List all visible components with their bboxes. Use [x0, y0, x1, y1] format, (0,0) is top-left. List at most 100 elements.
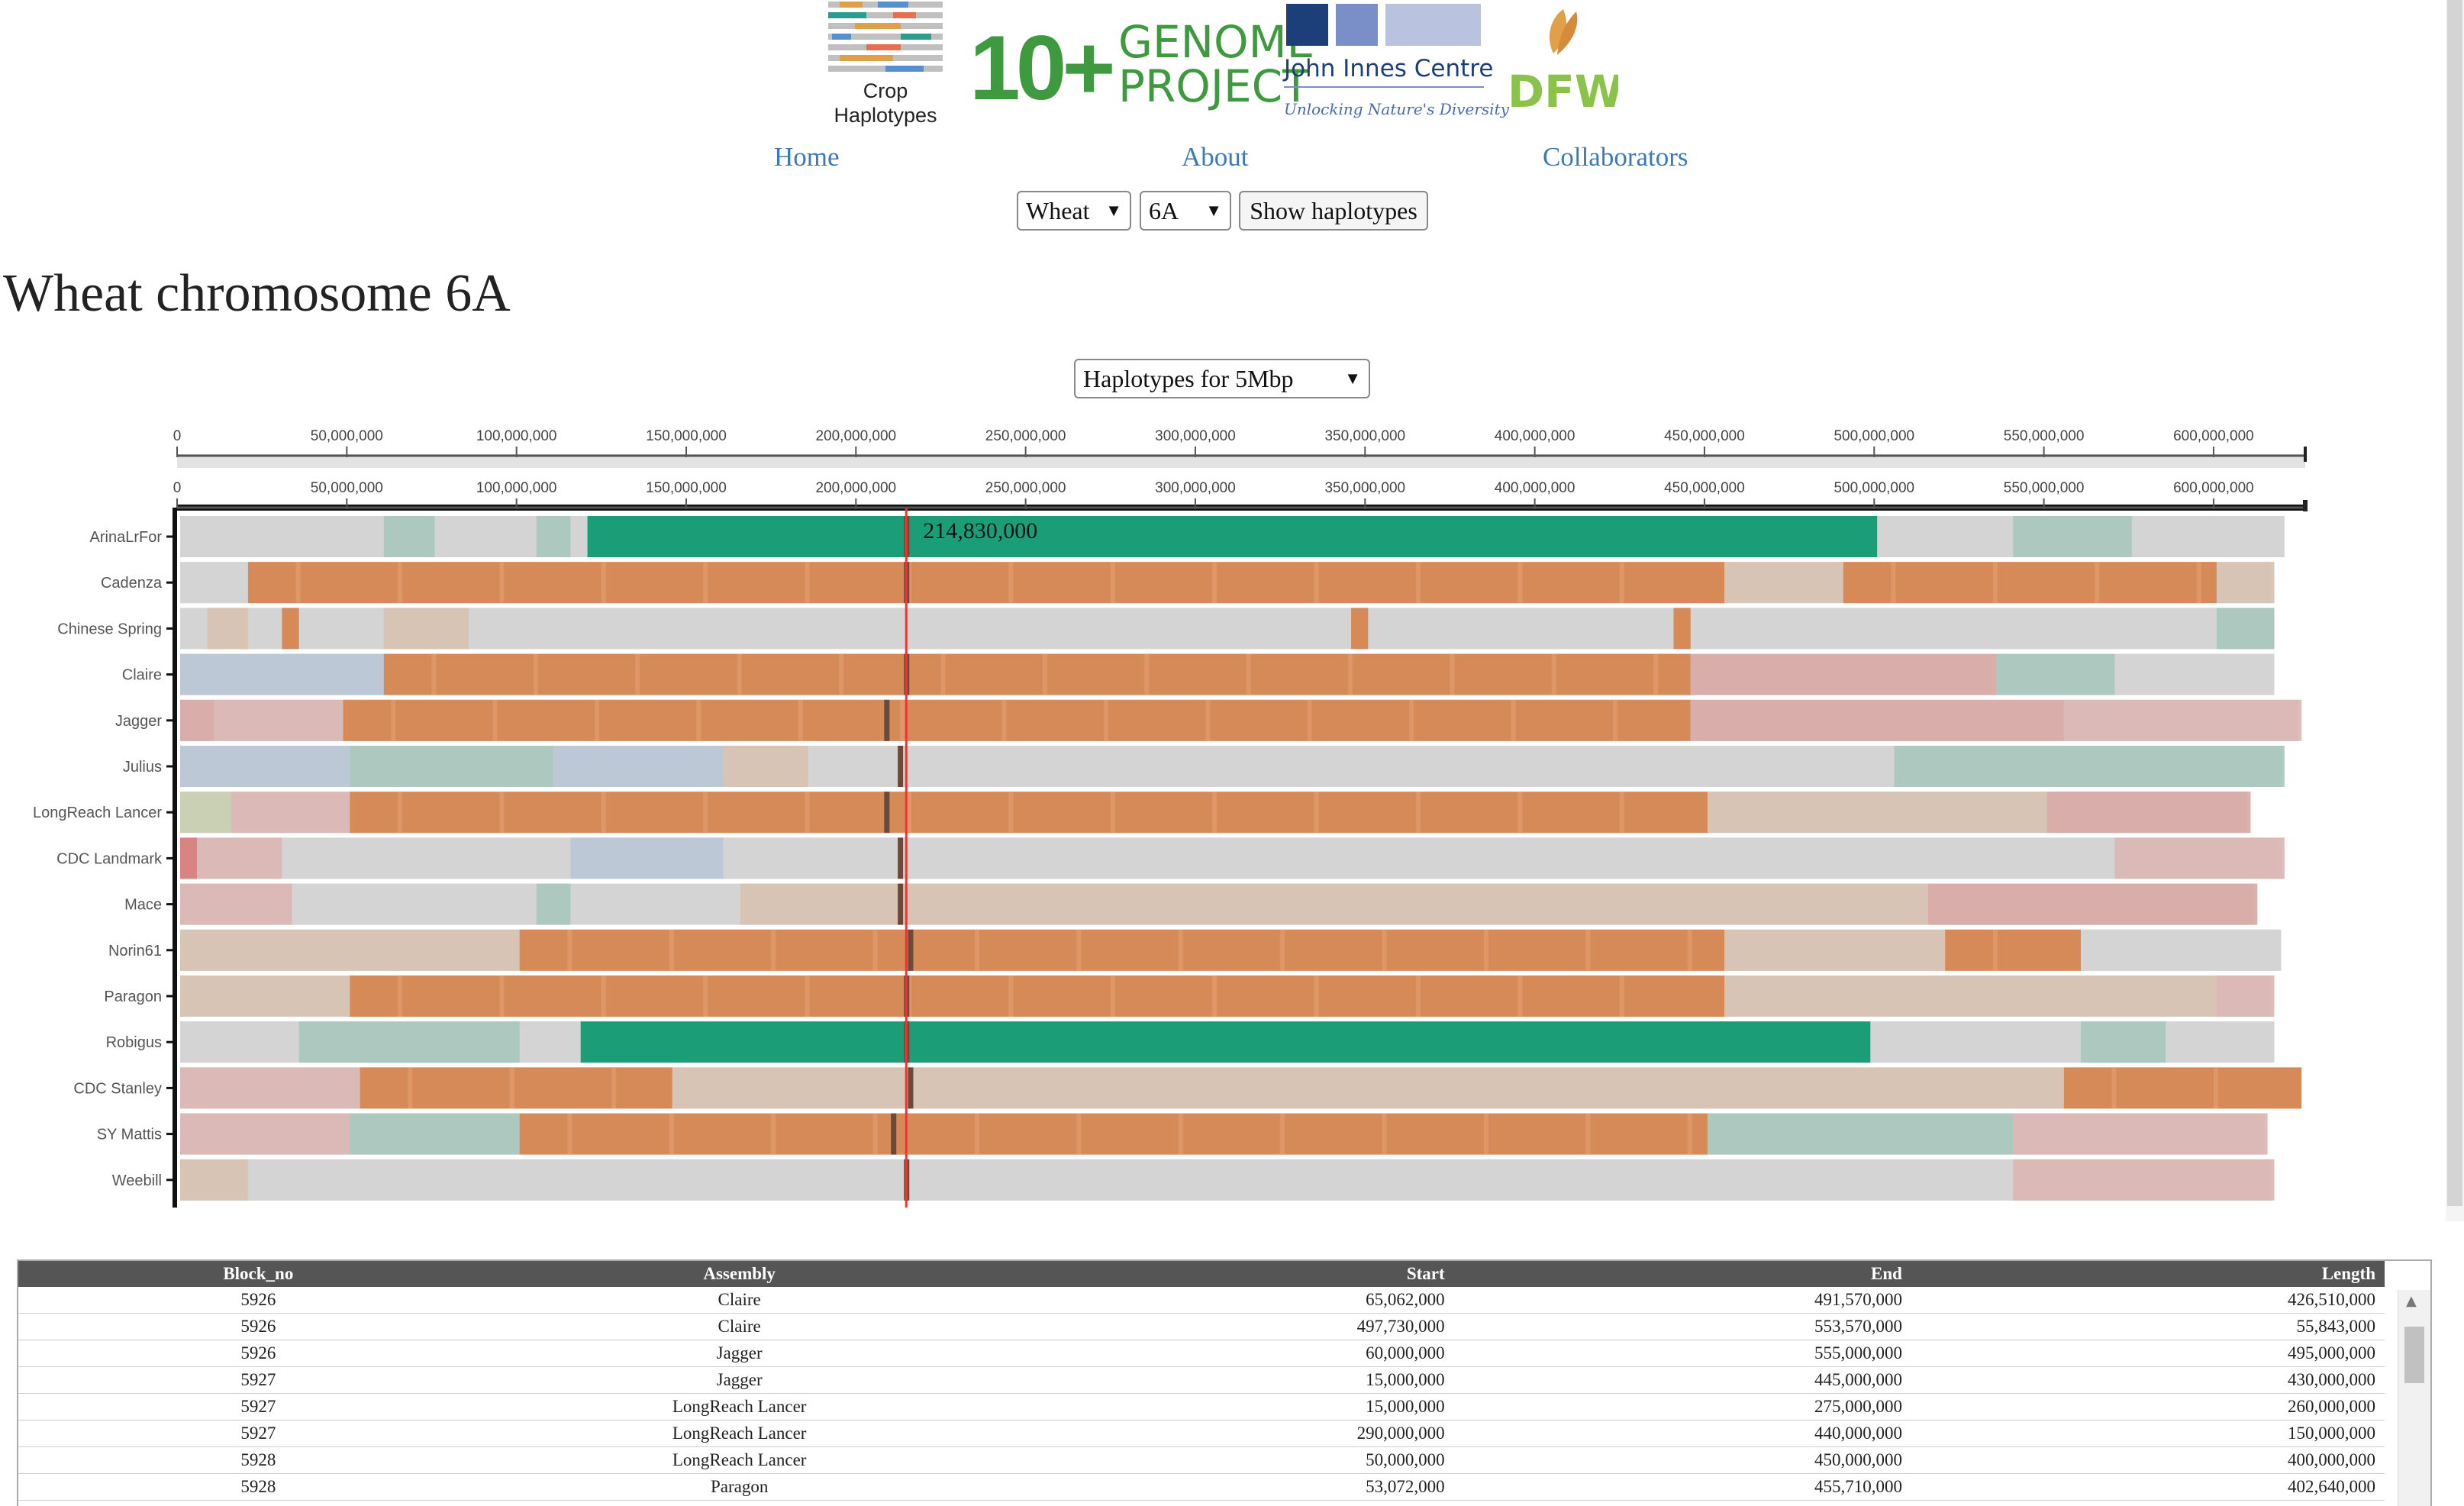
table-cell: 426,510,000	[1911, 1287, 2385, 1314]
table-scroll-thumb[interactable]	[2404, 1327, 2424, 1383]
window-size-select[interactable]: Haplotypes for 5Mbp ▼	[1074, 359, 1370, 398]
row-label: Robigus	[106, 1034, 162, 1051]
table-row[interactable]: 5927 Jagger 15,000,000 445,000,000 430,000,0…	[18, 1366, 2385, 1394]
table-cell: LongReach Lancer	[507, 1446, 981, 1474]
axis-tick-label: 200,000,000	[815, 480, 896, 496]
haplotype-block	[1724, 562, 1843, 604]
page-scroll-thumb[interactable]	[2447, 0, 2462, 1206]
show-haplotypes-button[interactable]: Show haplotypes	[1239, 191, 1428, 231]
haplotype-block	[180, 1067, 360, 1109]
row-label: Paragon	[104, 988, 162, 1005]
col-header-assembly[interactable]: Assembly	[507, 1261, 981, 1287]
haplotype-sub-block	[499, 562, 505, 604]
haplotype-block	[570, 837, 724, 879]
table-cell: 555,000,000	[1453, 1340, 1911, 1367]
table-cell: 430,000,000	[1911, 1366, 2385, 1394]
haplotype-chart[interactable]: 0 50,000,000 100,000,000 150,000,000 200,000…	[0, 0, 2464, 1244]
haplotype-sub-block	[601, 976, 606, 1017]
haplotype-sub-block	[601, 792, 606, 834]
haplotype-block	[1945, 929, 2082, 971]
haplotype-sub-block	[669, 929, 674, 971]
haplotype-block	[536, 516, 571, 557]
nav-collaborators-link[interactable]: Collaborators	[1543, 142, 1688, 172]
haplotype-sub-block	[1517, 976, 1523, 1017]
row-label: Claire	[122, 667, 162, 684]
haplotype-block	[553, 746, 724, 787]
chromosome-select[interactable]: 6A ▼	[1140, 191, 1231, 231]
haplotype-sub-block	[295, 562, 301, 604]
axis-tick-label: 300,000,000	[1155, 428, 1236, 444]
haplotype-sub-block	[805, 562, 810, 604]
table-cell: 15,000,000	[980, 1393, 1454, 1421]
haplotype-sub-block	[839, 653, 844, 695]
haplotype-sub-block	[1382, 1113, 1387, 1155]
page-title: Wheat chromosome 6A	[3, 264, 511, 323]
block-marker	[898, 883, 904, 925]
position-cursor-label: 214,830,000	[923, 518, 1037, 543]
haplotype-sub-block	[567, 929, 572, 971]
species-select[interactable]: Wheat ▼	[1017, 191, 1131, 231]
col-header-block-no[interactable]: Block_no	[18, 1261, 508, 1287]
table-row[interactable]: 5926 Jagger 60,000,000 555,000,000 495,000,0…	[18, 1340, 2385, 1367]
table-row[interactable]: 5927 LongReach Lancer 290,000,000 440,000,0…	[18, 1420, 2385, 1447]
dfw-logo: DFW	[1508, 9, 1618, 118]
haplotype-block	[180, 562, 248, 604]
crop-logo-line2: Haplotypes	[834, 104, 937, 127]
nav-about-link[interactable]: About	[1182, 142, 1249, 172]
haplotype-block	[180, 608, 2275, 650]
scroll-up-icon[interactable]: ▲	[2406, 1293, 2417, 1309]
haplotype-block	[1690, 653, 1996, 695]
table-row[interactable]: 5926 Claire 65,062,000 491,570,000 426,510,0…	[18, 1287, 2385, 1314]
table-cell: 402,640,000	[1911, 1473, 2385, 1501]
ten-plus-genome-logo: 10+ GENOME PROJECT	[969, 16, 1314, 119]
haplotype-block	[587, 516, 1878, 557]
haplotype-block	[1927, 883, 2258, 925]
haplotype-block	[350, 746, 554, 787]
block-table-container[interactable]: Block_no Assembly Start End Length 5926 C…	[17, 1259, 2432, 1506]
haplotype-sub-block	[2111, 1067, 2117, 1109]
haplotype-sub-block	[737, 653, 742, 695]
table-row[interactable]: 5928 Paragon 53,072,000 455,710,000 402,640,…	[18, 1473, 2385, 1501]
haplotype-sub-block	[805, 976, 810, 1017]
page-scrollbar[interactable]	[2446, 0, 2464, 1221]
genome-logo-line1: GENOME	[1118, 16, 1314, 68]
logo-bar: Crop Haplotypes 10+ GENOME PROJECT John …	[828, 2, 1618, 127]
haplotype-sub-block	[499, 976, 505, 1017]
haplotype-block	[672, 1067, 2064, 1109]
block-marker	[898, 746, 904, 787]
haplotype-block	[292, 883, 537, 925]
haplotype-block	[383, 653, 1691, 695]
haplotype-sub-block	[1314, 792, 1319, 834]
row-label: CDC Stanley	[73, 1080, 162, 1097]
haplotype-block	[360, 1067, 672, 1109]
haplotype-sub-block	[1178, 929, 1183, 971]
table-cell: 150,000,000	[1911, 1420, 2385, 1447]
col-header-end[interactable]: End	[1453, 1261, 1911, 1287]
haplotype-sub-block	[1415, 792, 1421, 834]
haplotype-block	[1724, 929, 1946, 971]
haplotype-sub-block	[907, 792, 912, 834]
haplotype-sub-block	[900, 699, 905, 741]
col-header-length[interactable]: Length	[1911, 1261, 2385, 1287]
block-marker	[884, 699, 890, 741]
table-cell: Jagger	[507, 1366, 981, 1394]
nav-home-link[interactable]: Home	[774, 142, 840, 172]
col-header-start[interactable]: Start	[980, 1261, 1454, 1287]
axis-tick-label: 150,000,000	[646, 480, 727, 496]
haplotype-block	[2081, 1021, 2166, 1063]
table-row[interactable]: 5926 Claire 497,730,000 553,570,000 55,843,0…	[18, 1313, 2385, 1340]
haplotype-block	[1724, 976, 2217, 1017]
haplotype-block	[350, 792, 1708, 834]
haplotype-sub-block	[1076, 929, 1082, 971]
axis-tick-label: 200,000,000	[815, 428, 896, 444]
haplotype-block	[1707, 1113, 2014, 1155]
haplotype-sub-block	[1585, 929, 1591, 971]
haplotype-sub-block	[1517, 792, 1523, 834]
table-row[interactable]: 5927 LongReach Lancer 15,000,000 275,000,00…	[18, 1393, 2385, 1421]
table-scrollbar[interactable]: ▲	[2398, 1290, 2430, 1506]
haplotype-sub-block	[1110, 792, 1115, 834]
haplotype-sub-block	[1001, 699, 1007, 741]
haplotype-sub-block	[1103, 699, 1108, 741]
axis-tick-label: 450,000,000	[1664, 480, 1745, 496]
table-row[interactable]: 5928 LongReach Lancer 50,000,000 450,000,00…	[18, 1446, 2385, 1474]
